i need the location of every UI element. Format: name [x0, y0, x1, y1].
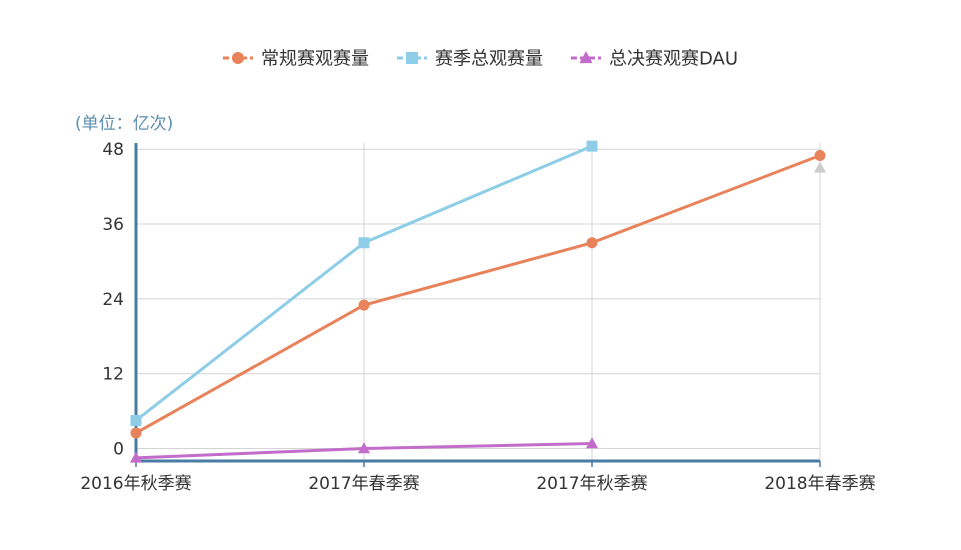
legend-label: 常规赛观赛量 [261, 49, 369, 70]
legend-item[interactable]: 常规赛观赛量 [222, 49, 369, 70]
data-point[interactable] [129, 451, 143, 463]
unit-label: (单位：亿次) [75, 114, 173, 134]
legend-item[interactable]: 赛季总观赛量 [396, 49, 543, 70]
legend-item[interactable]: 总决赛观赛DAU [570, 49, 738, 70]
legend-swatch-marker[interactable] [405, 52, 418, 64]
series-1 [130, 140, 598, 426]
y-tick-label: 0 [113, 440, 124, 460]
y-tick-label: 48 [102, 140, 124, 160]
data-point[interactable] [357, 442, 371, 454]
y-tick-label: 24 [102, 290, 124, 310]
legend-swatch-marker[interactable] [231, 52, 244, 64]
x-tick-label: 2018年春季赛 [764, 473, 875, 494]
series-2 [129, 437, 599, 463]
legend-label: 赛季总观赛量 [435, 49, 543, 70]
y-tick-label: 12 [102, 365, 124, 385]
series-line [135, 154, 821, 435]
data-point[interactable] [358, 299, 370, 311]
x-tick-label: 2017年秋季赛 [536, 473, 647, 494]
data-point[interactable] [130, 427, 142, 439]
x-tick-label: 2017年春季赛 [308, 473, 419, 494]
tick-labels: 0 12 24 36 48 2016年秋季赛 2017年春季赛 2017年秋季赛 2018年春季… [80, 140, 875, 494]
series-0 [130, 149, 826, 439]
data-point[interactable] [585, 437, 599, 449]
data-point[interactable] [358, 237, 370, 249]
data-point[interactable] [586, 140, 598, 152]
legend-label: 总决赛观赛DAU [609, 49, 738, 70]
data-point[interactable] [586, 237, 598, 249]
x-tick-label: 2016年秋季赛 [80, 473, 191, 494]
data-point[interactable] [813, 161, 827, 173]
legend[interactable]: 常规赛观赛量 赛季总观赛量 总决赛观赛DAU [222, 49, 738, 70]
data-point[interactable] [130, 414, 142, 426]
series [129, 140, 827, 463]
legend-swatch-marker[interactable] [579, 51, 593, 64]
y-tick-label: 36 [102, 215, 124, 235]
data-point[interactable] [814, 149, 826, 161]
grid [136, 143, 821, 461]
axes [134, 143, 821, 467]
